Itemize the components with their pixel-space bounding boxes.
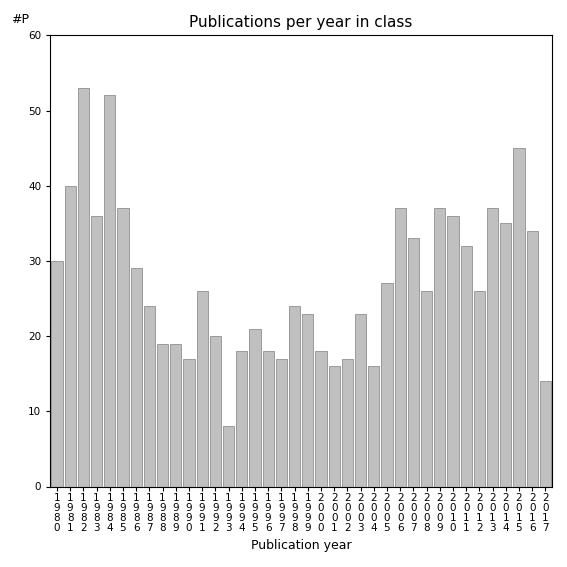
Bar <box>197 291 208 486</box>
Bar <box>130 268 142 486</box>
Bar <box>236 351 247 486</box>
Bar <box>302 314 314 486</box>
Bar <box>157 344 168 486</box>
Bar <box>382 284 392 486</box>
Bar <box>527 231 538 486</box>
Bar <box>117 208 129 486</box>
Bar <box>408 238 419 486</box>
Y-axis label: #P: #P <box>11 13 29 26</box>
Bar <box>368 366 379 486</box>
Bar <box>52 261 62 486</box>
Bar <box>263 351 274 486</box>
Bar <box>474 291 485 486</box>
Bar <box>65 186 76 486</box>
Bar <box>460 246 472 486</box>
Bar <box>170 344 181 486</box>
Bar <box>500 223 511 486</box>
Bar <box>513 148 524 486</box>
Bar <box>104 95 115 486</box>
Title: Publications per year in class: Publications per year in class <box>189 15 413 30</box>
Bar <box>210 336 221 486</box>
Bar <box>487 208 498 486</box>
X-axis label: Publication year: Publication year <box>251 539 352 552</box>
Bar <box>355 314 366 486</box>
Bar <box>183 359 194 486</box>
Bar <box>276 359 287 486</box>
Bar <box>223 426 234 486</box>
Bar <box>315 351 327 486</box>
Bar <box>328 366 340 486</box>
Bar <box>249 329 261 486</box>
Bar <box>395 208 406 486</box>
Bar <box>421 291 432 486</box>
Bar <box>78 88 89 486</box>
Bar <box>91 216 102 486</box>
Bar <box>447 216 459 486</box>
Bar <box>144 306 155 486</box>
Bar <box>289 306 300 486</box>
Bar <box>342 359 353 486</box>
Bar <box>434 208 446 486</box>
Bar <box>540 381 551 486</box>
